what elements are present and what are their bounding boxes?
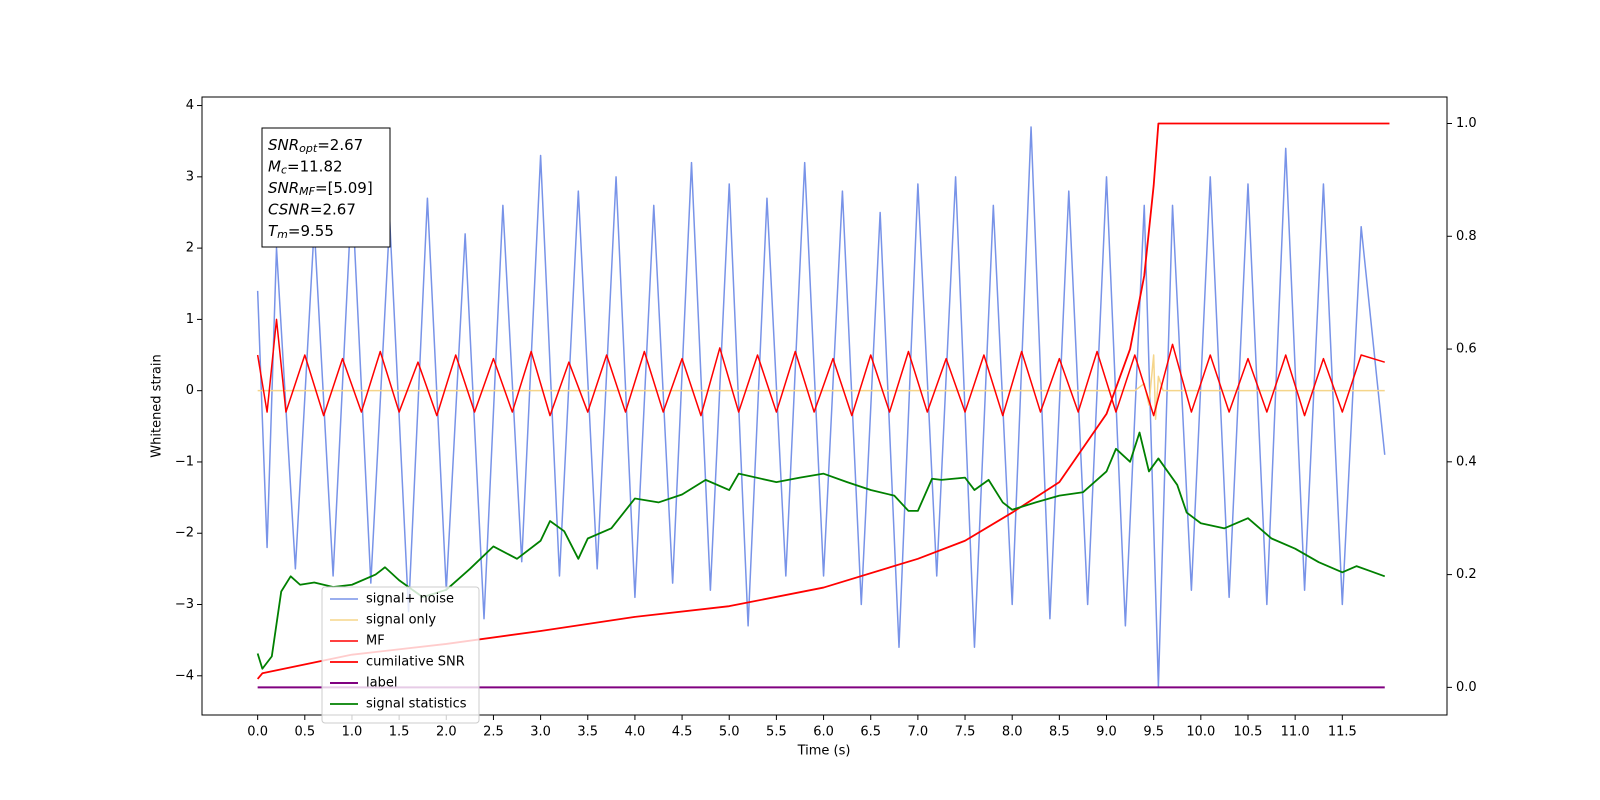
legend-label: signal+ noise xyxy=(366,592,454,607)
annotation-main: SNR xyxy=(268,179,299,197)
annotation-rest: =[5.09] xyxy=(315,179,373,197)
x-tick-label: 4.0 xyxy=(625,725,646,740)
y-tick-label: 4 xyxy=(186,98,194,113)
annotation-sub: c xyxy=(281,164,287,177)
x-tick-label: 11.5 xyxy=(1328,725,1357,740)
annotation-main: M xyxy=(268,157,281,175)
annotation-line: SNRopt=2.67 xyxy=(268,136,363,156)
annotation-box xyxy=(261,127,391,248)
x-tick-label: 3.0 xyxy=(530,725,551,740)
annotation-sub: MF xyxy=(299,185,315,198)
legend-label: signal statistics xyxy=(366,697,467,712)
x-tick-label: 8.0 xyxy=(1002,725,1023,740)
y-tick-label: 3 xyxy=(186,169,194,184)
series-line xyxy=(256,431,1386,670)
y2-tick-label: 0.8 xyxy=(1456,229,1477,244)
x-tick-label: 4.5 xyxy=(672,725,693,740)
x-tick-label: 11.0 xyxy=(1281,725,1310,740)
annotation-line: CSNR=2.67 xyxy=(268,200,356,218)
annotation-main: CSNR xyxy=(268,200,310,218)
annotation-rest: =2.67 xyxy=(317,136,363,154)
x-tick-label: 10.5 xyxy=(1234,725,1263,740)
y2-tick-label: 0.4 xyxy=(1456,454,1477,469)
x-tick-label: 5.5 xyxy=(766,725,787,740)
y-tick-label: −1 xyxy=(175,454,194,469)
legend-label: signal only xyxy=(366,613,436,628)
x-tick-label: 3.5 xyxy=(577,725,598,740)
x-axis-label: Time (s) xyxy=(797,744,851,759)
series-line xyxy=(256,318,1385,417)
x-tick-label: 8.5 xyxy=(1049,725,1070,740)
legend-label: MF xyxy=(366,634,385,649)
x-tick-label: 0.5 xyxy=(294,725,315,740)
y-tick-label: 0 xyxy=(186,383,194,398)
y2-tick-label: 0.2 xyxy=(1456,567,1477,582)
annotation-rest: =2.67 xyxy=(310,200,356,218)
y-axis-label: Whitened strain xyxy=(150,354,165,457)
annotation-line: SNRMF=[5.09] xyxy=(268,179,373,199)
annotation-line: Mc=11.82 xyxy=(268,157,343,177)
x-tick-label: 2.0 xyxy=(436,725,457,740)
legend-label: label xyxy=(366,676,397,691)
annotation-rest: =11.82 xyxy=(287,157,343,175)
y2-tick-label: 0.6 xyxy=(1456,342,1477,357)
y-tick-label: 2 xyxy=(186,241,194,256)
axes-frame xyxy=(201,96,1448,716)
y2-tick-label: 1.0 xyxy=(1456,116,1477,131)
x-tick-label: 1.5 xyxy=(389,725,410,740)
y-tick-label: −4 xyxy=(175,668,194,683)
annotation-main: SNR xyxy=(268,136,299,154)
x-tick-label: 10.0 xyxy=(1186,725,1215,740)
annotation-sub: opt xyxy=(299,142,318,155)
annotation-line: Tm=9.55 xyxy=(268,222,334,242)
y-tick-label: 1 xyxy=(186,312,194,327)
x-tick-label: 1.0 xyxy=(342,725,363,740)
x-tick-label: 2.5 xyxy=(483,725,504,740)
series-line xyxy=(256,126,1386,688)
legend: signal+ noise signal only MF cumilative SNR… xyxy=(321,586,480,724)
legend-label: cumilative SNR xyxy=(366,655,465,670)
y-tick-label: −3 xyxy=(175,597,194,612)
legend-box xyxy=(321,586,480,724)
x-tick-label: 7.5 xyxy=(955,725,976,740)
annotation: SNRopt=2.67Mc=11.82SNRMF=[5.09]CSNR=2.67… xyxy=(261,127,391,248)
y2-tick-label: 0.0 xyxy=(1456,680,1477,695)
annotation-main: T xyxy=(268,222,279,240)
x-tick-label: 6.5 xyxy=(860,725,881,740)
annotation-rest: =9.55 xyxy=(288,222,334,240)
x-tick-label: 6.0 xyxy=(813,725,834,740)
x-tick-label: 7.0 xyxy=(908,725,929,740)
x-tick-label: 9.5 xyxy=(1143,725,1164,740)
x-tick-label: 0.0 xyxy=(247,725,268,740)
annotation-sub: m xyxy=(277,228,288,241)
x-tick-label: 5.0 xyxy=(719,725,740,740)
y-tick-label: −2 xyxy=(175,526,194,541)
x-tick-label: 9.0 xyxy=(1096,725,1117,740)
